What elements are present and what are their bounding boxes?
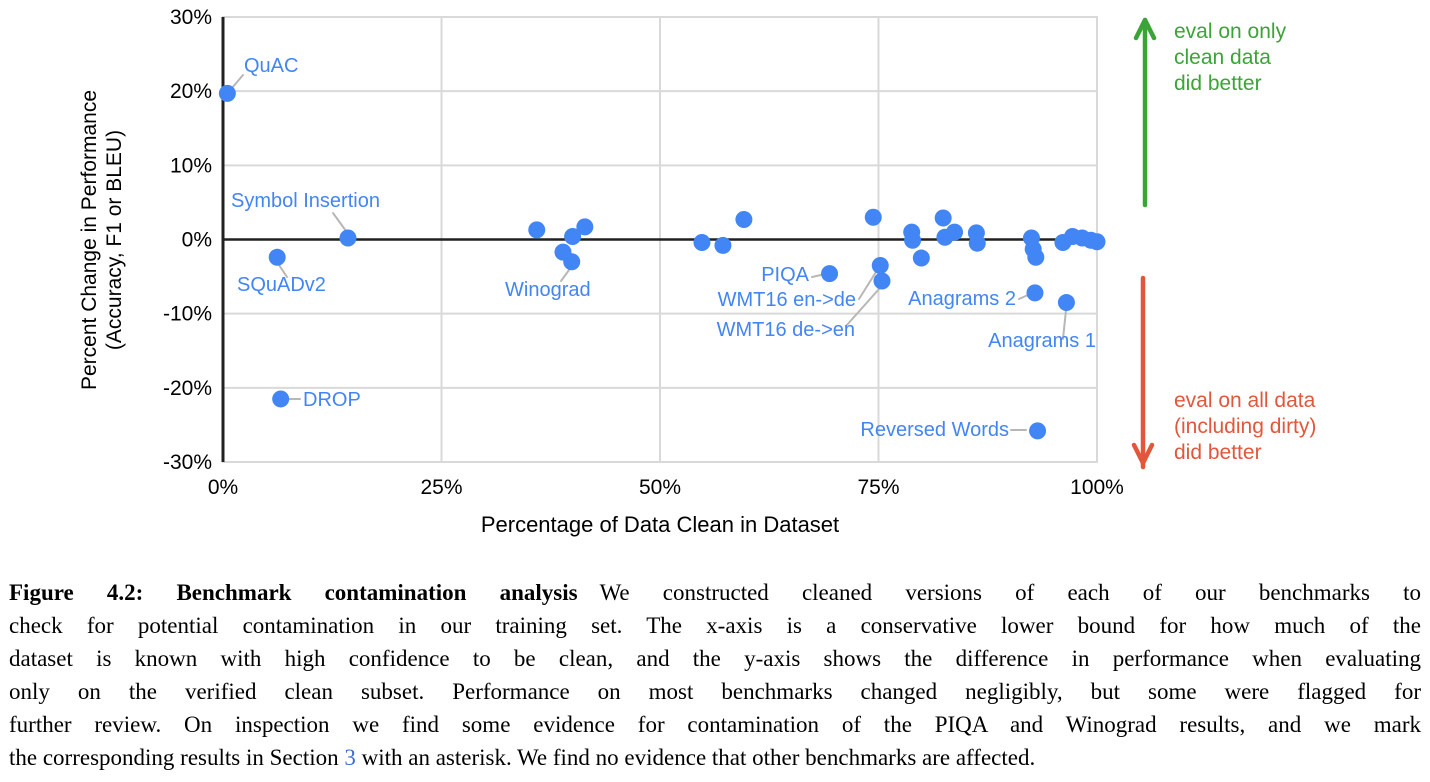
contamination-scatter-chart: 0% 25% 50% 75% 100% 30% 20% 10% 0% -10% -20% -30% Pe… — [78, 6, 1317, 537]
x-tick-label: 0% — [208, 476, 238, 499]
data-point — [1026, 284, 1044, 302]
x-axis-title: Percentage of Data Clean in Dataset — [481, 512, 839, 537]
data-point — [272, 390, 290, 408]
x-tick-label: 50% — [639, 476, 681, 499]
up-arrow-icon — [1133, 17, 1148, 41]
data-point — [821, 265, 839, 283]
x-tick-label: 25% — [420, 476, 462, 499]
data-point — [218, 84, 236, 102]
y-tick-label: 10% — [170, 154, 212, 177]
caption-line: only on the verified clean subset. Perfo… — [9, 679, 1421, 704]
data-point — [339, 229, 357, 247]
data-point — [714, 236, 732, 254]
dirty-better-annotation: did better — [1174, 441, 1262, 464]
leader-line — [1018, 294, 1029, 300]
caption-line: further review. On inspection we find so… — [9, 712, 1421, 737]
data-point — [528, 221, 546, 239]
caption-figure-label: Figure 4.2: Benchmark contamination anal… — [9, 580, 578, 605]
leader-line — [560, 269, 570, 282]
data-point — [576, 218, 594, 236]
data-point — [1088, 233, 1106, 251]
data-point — [912, 249, 930, 267]
point-label: QuAC — [244, 55, 298, 77]
caption-text: We constructed cleaned versions of each … — [599, 580, 1421, 605]
y-tick-label: 30% — [170, 6, 212, 29]
leader-line — [845, 288, 880, 327]
data-point — [1027, 248, 1045, 266]
figure-caption: Figure 4.2: Benchmark contamination anal… — [0, 576, 1430, 774]
scatter-plot-canvas: 0% 25% 50% 75% 100% 30% 20% 10% 0% -10% -20% -30% Pe… — [78, 6, 1316, 537]
caption-line: dataset is known with high confidence to… — [9, 646, 1421, 671]
y-axis-title: Percent Change in Performance — [78, 90, 101, 390]
data-point — [968, 234, 986, 252]
point-label: Reversed Words — [860, 419, 1009, 441]
point-label: Anagrams 2 — [908, 288, 1016, 310]
y-tick-label: -30% — [163, 451, 212, 474]
data-point — [564, 228, 582, 246]
data-point — [1029, 422, 1047, 440]
caption-line: the corresponding results in Section 3 w… — [9, 741, 1421, 774]
point-label: WMT16 de->en — [717, 319, 855, 341]
down-arrow-icon — [1140, 442, 1155, 466]
point-label: WMT16 en->de — [718, 289, 856, 311]
leader-line — [811, 274, 822, 278]
data-point — [873, 272, 891, 290]
dirty-better-annotation: eval on all data — [1174, 389, 1316, 412]
y-tick-label: -20% — [163, 377, 212, 400]
leader-line — [332, 212, 347, 232]
x-tick-label: 100% — [1070, 476, 1124, 499]
y-axis-title: (Accuracy, F1 or BLEU) — [103, 130, 126, 350]
y-tick-label: -10% — [163, 303, 212, 326]
leader-line — [231, 74, 244, 89]
data-point — [1057, 294, 1075, 312]
caption-line: Figure 4.2: Benchmark contamination anal… — [9, 576, 1421, 609]
clean-better-annotation: clean data — [1174, 46, 1271, 69]
caption-text: with an asterisk. We find no evidence th… — [355, 745, 1036, 770]
data-point — [864, 208, 882, 226]
leader-line — [858, 271, 877, 300]
up-arrow-icon — [1142, 17, 1157, 41]
data-point — [946, 223, 964, 241]
clean-better-annotation: did better — [1174, 72, 1262, 95]
data-point — [934, 209, 952, 227]
point-label: DROP — [303, 389, 361, 411]
point-label: Symbol Insertion — [231, 190, 380, 212]
caption-text: the corresponding results in Section — [9, 745, 345, 770]
y-tick-label: 20% — [170, 80, 212, 103]
leader-line — [1062, 309, 1067, 340]
x-tick-label: 75% — [857, 476, 899, 499]
point-label: PIQA — [761, 264, 809, 286]
data-point — [735, 210, 753, 228]
down-arrow-icon — [1131, 442, 1146, 466]
point-label: Anagrams 1 — [988, 330, 1096, 352]
data-point — [904, 231, 922, 249]
data-point — [563, 253, 581, 271]
point-label: SQuADv2 — [237, 274, 326, 296]
data-point — [693, 233, 711, 251]
point-label: Winograd — [505, 279, 591, 301]
data-point — [268, 248, 286, 266]
caption-line: check for potential contamination in our… — [9, 613, 1421, 638]
y-tick-label: 0% — [182, 229, 212, 252]
section-3-link[interactable]: 3 — [344, 745, 356, 770]
leader-line — [278, 264, 288, 278]
clean-better-annotation: eval on only — [1174, 20, 1287, 43]
data-point — [871, 256, 889, 274]
dirty-better-annotation: (including dirty) — [1174, 415, 1316, 438]
